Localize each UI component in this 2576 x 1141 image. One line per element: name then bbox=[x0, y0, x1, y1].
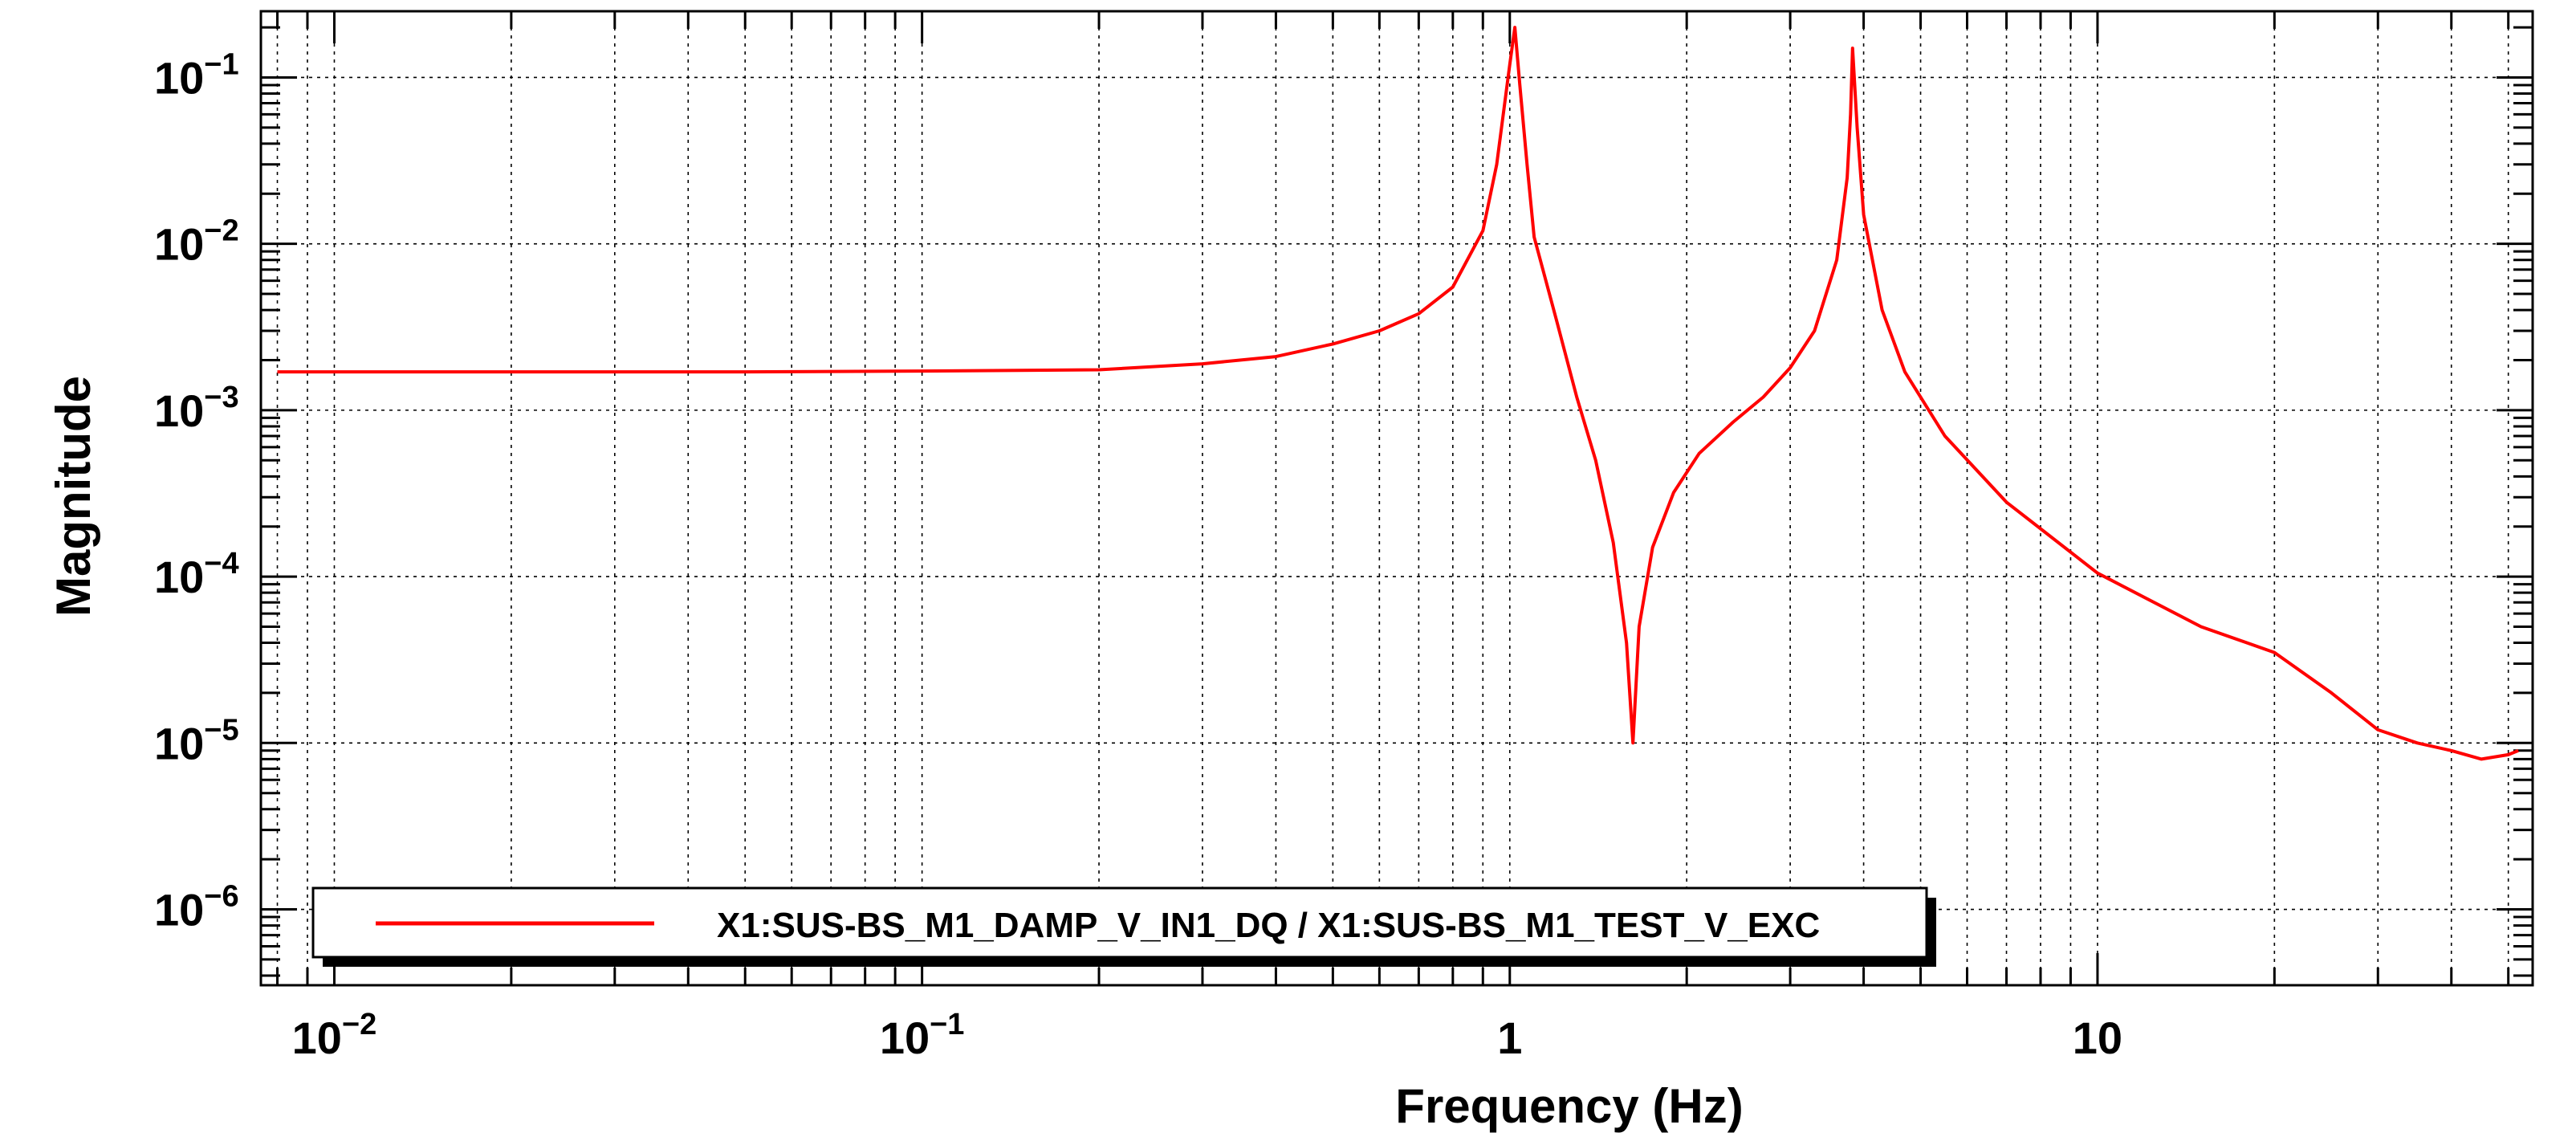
y-tick-label: 10−5 bbox=[154, 713, 239, 768]
y-tick-label: 10−6 bbox=[154, 880, 239, 935]
y-tick-label: 10−1 bbox=[154, 47, 239, 103]
y-tick-label: 10−4 bbox=[154, 547, 239, 602]
x-tick-labels: 10−2 10−1 1 10 bbox=[292, 1008, 2122, 1063]
legend: X1:SUS-BS_M1_DAMP_V_IN1_DQ / X1:SUS-BS_M… bbox=[311, 886, 1936, 967]
y-tick-label: 10−2 bbox=[154, 214, 239, 270]
x-tick-label: 10 bbox=[2073, 1013, 2122, 1063]
series-layer bbox=[277, 26, 2519, 761]
y-tick-label: 10−3 bbox=[154, 381, 239, 436]
x-tick-label: 1 bbox=[1497, 1013, 1522, 1063]
minor-ticks bbox=[261, 11, 2533, 985]
y-axis-label: Magnitude bbox=[47, 376, 100, 617]
x-tick-label: 10−1 bbox=[880, 1008, 965, 1063]
y-tick-labels: 10−6 10−5 10−4 10−3 10−2 10−1 bbox=[154, 47, 239, 935]
legend-label: X1:SUS-BS_M1_DAMP_V_IN1_DQ / X1:SUS-BS_M… bbox=[717, 906, 1820, 945]
series-line-0 bbox=[277, 26, 2519, 761]
x-axis-label: Frequency (Hz) bbox=[1395, 1079, 1743, 1133]
plot-frame bbox=[259, 10, 2534, 987]
x-tick-label: 10−2 bbox=[292, 1008, 377, 1063]
